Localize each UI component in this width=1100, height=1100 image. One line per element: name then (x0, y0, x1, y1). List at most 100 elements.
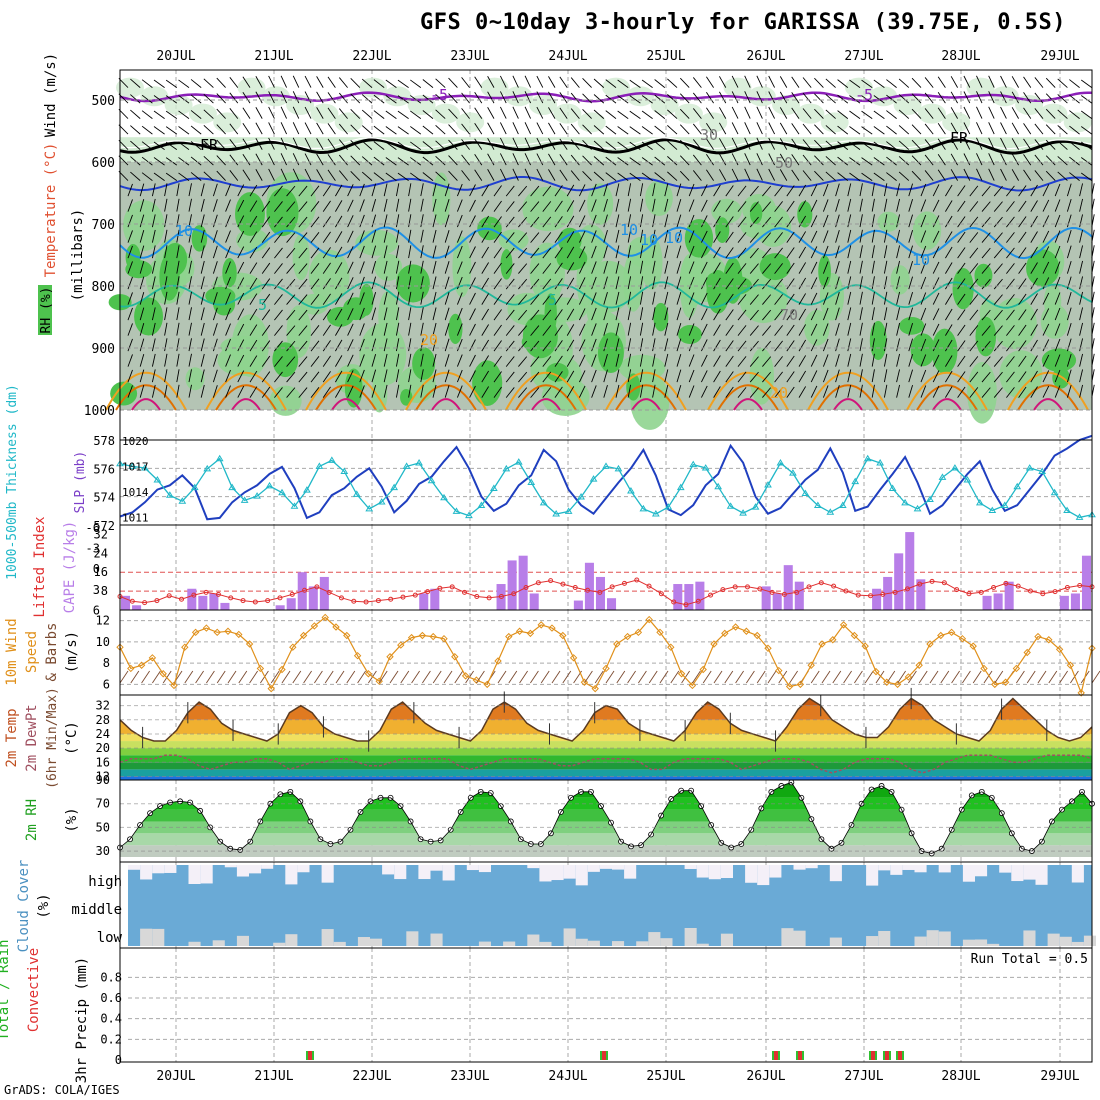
wind-barb (791, 154, 800, 166)
wind-barb (768, 106, 776, 119)
wind-barb (127, 369, 133, 383)
wind-barb (347, 277, 354, 290)
wind-barb (615, 338, 620, 352)
rh-blob (912, 211, 942, 250)
wind-barb (627, 369, 632, 383)
wind-barb (652, 353, 656, 367)
wind-barb (261, 355, 271, 367)
rh-tick: 70 (96, 797, 110, 811)
wind-barb (591, 354, 597, 367)
wind-barb (176, 384, 180, 398)
wind-barb (151, 384, 156, 398)
ylabel-cape: CAPE (J/kg) (62, 521, 78, 614)
wind-barb (505, 216, 515, 228)
wind-barb (1018, 231, 1027, 243)
wind-barb (395, 198, 400, 212)
date-label-top: 26JUL (746, 49, 785, 64)
wind-barb (849, 141, 861, 150)
temp-band (120, 755, 1092, 763)
wind-barb (164, 322, 168, 336)
contour-label: 20 (770, 384, 788, 402)
wind-barb (786, 216, 795, 228)
wind-barb (1054, 338, 1061, 352)
slp-marker (527, 478, 536, 485)
wind-barb-10m (422, 670, 431, 684)
rh-blob (292, 233, 310, 281)
wind-barb (1066, 307, 1072, 321)
slp-marker (228, 483, 237, 491)
wind-barb (871, 183, 875, 197)
li-tick: 3 (93, 583, 100, 597)
cloud-low-bar (648, 932, 661, 946)
wind-barb (1054, 245, 1061, 259)
wind-barb (505, 232, 515, 243)
wind-barb (791, 138, 800, 150)
wind-barb (988, 168, 995, 181)
wind-barb (141, 110, 153, 119)
wind-barb (652, 245, 656, 259)
wind-barb (731, 168, 739, 181)
wind-barb (835, 276, 840, 290)
contour-label: -5 (855, 86, 873, 104)
wind-barb (310, 247, 320, 259)
wind-barb (322, 324, 331, 336)
wind-barb (706, 123, 714, 135)
wind-barb (627, 307, 632, 321)
rh-blob (231, 314, 269, 377)
wind-barb (898, 78, 910, 88)
wind-barb (814, 155, 824, 166)
slp-marker (564, 507, 573, 514)
wind-barb (530, 371, 540, 383)
wind-barb (937, 107, 946, 119)
wind-barb (350, 171, 361, 181)
wind-barb (1011, 169, 1019, 181)
rh-blob-dark (327, 306, 354, 327)
rh-blob (286, 305, 311, 358)
wind-barb (456, 230, 463, 243)
wind-barb (969, 309, 979, 321)
wind-barb (316, 153, 324, 166)
wind-barb (359, 261, 365, 274)
wind-barb (395, 338, 400, 352)
wind-barb (298, 232, 308, 243)
wind-barb (835, 369, 840, 383)
wind-barb (605, 141, 617, 150)
wind-barb (700, 339, 708, 352)
wind-barb (310, 216, 320, 228)
wind-barb (570, 123, 580, 135)
wind-barb (536, 75, 544, 88)
cape-tick: 32 (94, 527, 108, 541)
cloud-high-bar (575, 865, 588, 886)
wind-barb (347, 370, 354, 383)
wind-barb (924, 139, 934, 150)
wind-barb (286, 201, 296, 212)
wind-barb (176, 369, 180, 383)
contour-label: 10 (912, 251, 930, 269)
wind-barb (286, 294, 296, 305)
wind-barb (981, 356, 991, 367)
wind-barb (373, 156, 385, 166)
wind-barb (883, 384, 888, 398)
wind-barb (725, 247, 734, 259)
wind-barb (822, 354, 829, 367)
wind-barb (542, 278, 552, 290)
wind-barb-10m (702, 670, 712, 684)
contour-30c (1017, 384, 1079, 411)
wind-barb (924, 77, 934, 88)
wind-barb (652, 198, 656, 212)
wind-barb (286, 356, 296, 367)
wind-barb (225, 385, 231, 398)
wind-barb (237, 339, 245, 352)
wind-barb (165, 126, 178, 135)
wind-barb (1006, 371, 1015, 383)
wind-barb (570, 139, 580, 150)
wind-barb (1034, 170, 1044, 181)
ylabel-rh: RH (%) (39, 287, 54, 334)
wind-barb (859, 183, 863, 197)
wind-barb (950, 138, 958, 150)
wind-barb (127, 292, 133, 305)
wind-barb (762, 247, 772, 259)
wind-barb (542, 263, 552, 274)
cape-bar (783, 565, 793, 610)
cape-tick: 16 (94, 565, 108, 579)
